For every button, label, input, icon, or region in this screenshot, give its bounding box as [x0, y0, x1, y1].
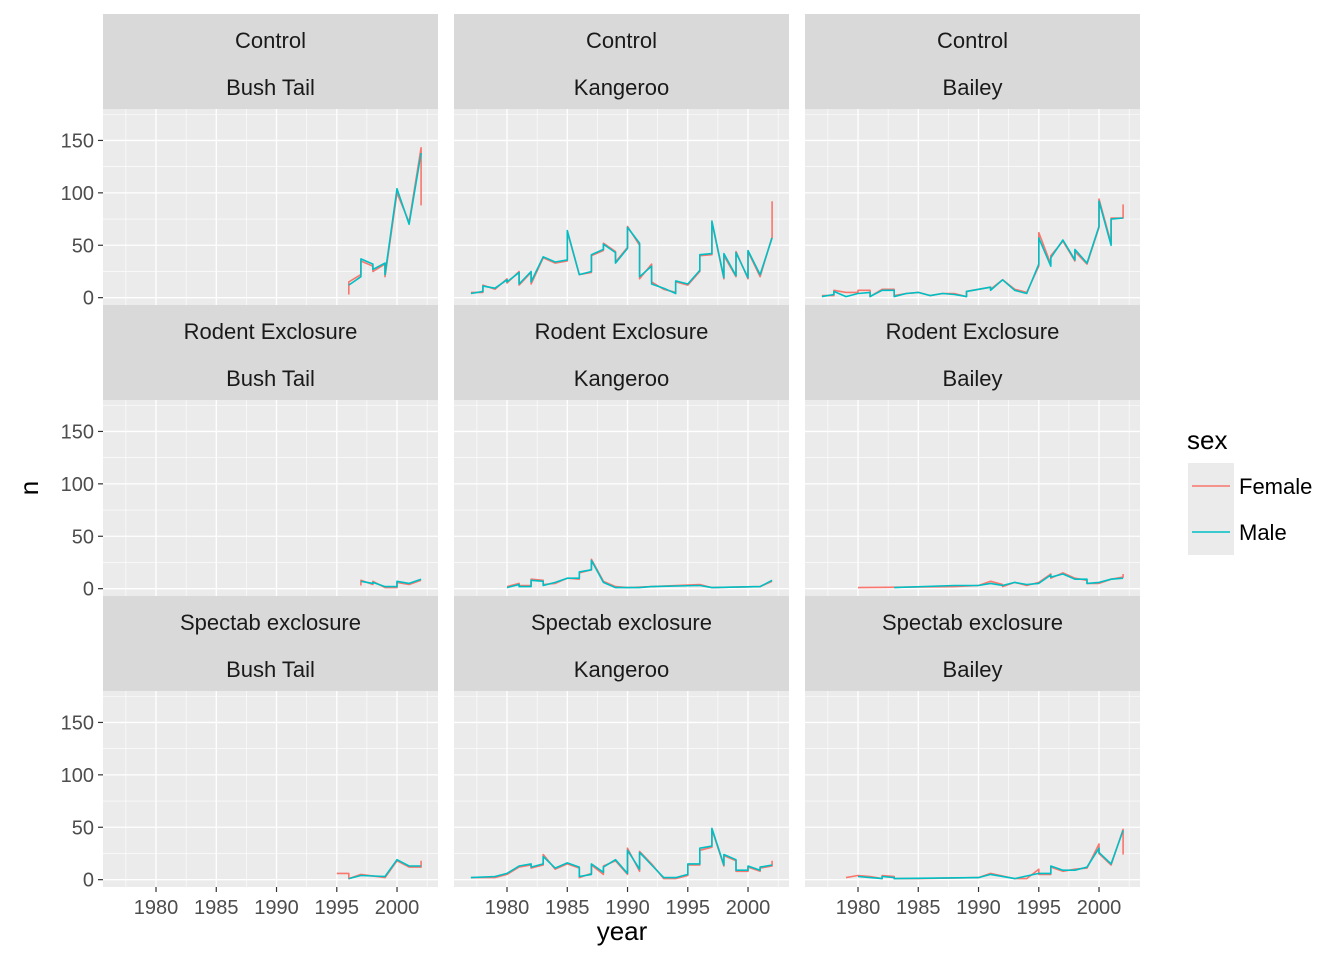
legend-title: sex [1187, 425, 1227, 455]
strip-label-col: Bailey [943, 75, 1003, 100]
y-tick-label: 50 [72, 235, 94, 257]
strip-label-row: Spectab exclosure [531, 610, 712, 635]
strip-label-row: Rodent Exclosure [535, 319, 709, 344]
strip-background [805, 596, 1140, 691]
strip-label-row: Rodent Exclosure [184, 319, 358, 344]
strip-background [103, 305, 438, 400]
panel-rodent-exclosure-bailey: Rodent Exclosure Bailey [805, 305, 1140, 596]
series-line-male [470, 827, 773, 879]
strip-label-col: Bailey [943, 657, 1003, 682]
x-tick-label: 2000 [1077, 897, 1122, 919]
strip-background [103, 596, 438, 691]
strip-label-row: Control [586, 28, 657, 53]
plot-background [805, 109, 1140, 305]
series-line-male [348, 858, 422, 880]
strip-label-col: Kangeroo [574, 75, 669, 100]
y-tick-label: 100 [61, 183, 94, 205]
x-tick-label: 1980 [485, 897, 530, 919]
x-tick-label: 2000 [726, 897, 771, 919]
strip-label-row: Control [937, 28, 1008, 53]
y-tick-label: 150 [61, 421, 94, 443]
series-line-male [857, 830, 1124, 880]
series-line-male [506, 559, 773, 589]
y-tick-label: 0 [83, 579, 94, 601]
y-tick-label: 0 [83, 288, 94, 310]
strip-label-col: Bush Tail [226, 75, 315, 100]
y-tick-label: 100 [61, 765, 94, 787]
x-tick-label: 1995 [666, 897, 711, 919]
plot-background [805, 691, 1140, 887]
strip-background [454, 14, 789, 109]
strip-background [454, 596, 789, 691]
panel-rodent-exclosure-kangeroo: Rodent Exclosure Kangeroo [454, 305, 789, 596]
legend: sex Female Male [1187, 425, 1312, 555]
y-axis-title: n [14, 481, 44, 495]
series-line-female [857, 572, 1124, 589]
strip-label-row: Spectab exclosure [180, 610, 361, 635]
series-line-male [360, 578, 422, 588]
x-tick-label: 1990 [956, 897, 1001, 919]
panel-spectab-exclosure-bush-tail: Spectab exclosure Bush Tail [103, 596, 438, 887]
strip-label-row: Rodent Exclosure [886, 319, 1060, 344]
series-line-male [470, 220, 773, 295]
strip-label-col: Kangeroo [574, 366, 669, 391]
panel-spectab-exclosure-kangeroo: Spectab exclosure Kangeroo [454, 596, 789, 887]
strip-background [805, 305, 1140, 400]
x-tick-label: 1990 [605, 897, 650, 919]
y-tick-label: 150 [61, 712, 94, 734]
x-axis-title: year [597, 916, 648, 946]
plot-background [454, 109, 789, 305]
panel-control-bush-tail: Control Bush Tail [103, 14, 438, 305]
y-axes: 0 50 100 150 0 50 100 150 0 50 100 150 [61, 130, 103, 892]
legend-label-female: Female [1239, 474, 1312, 499]
series-line-male [348, 152, 422, 286]
strip-background [454, 305, 789, 400]
strip-label-col: Bush Tail [226, 657, 315, 682]
x-tick-label: 1985 [545, 897, 590, 919]
y-tick-label: 50 [72, 526, 94, 548]
y-tick-label: 100 [61, 474, 94, 496]
strip-label-row: Control [235, 28, 306, 53]
panel-control-bailey: Control Bailey [805, 14, 1140, 305]
strip-label-row: Spectab exclosure [882, 610, 1063, 635]
series-line-male [894, 573, 1124, 589]
strip-label-col: Bailey [943, 366, 1003, 391]
y-tick-label: 150 [61, 130, 94, 152]
panel-control-kangeroo: Control Kangeroo [454, 14, 789, 305]
x-tick-label: 1995 [315, 897, 360, 919]
y-tick-label: 0 [83, 870, 94, 892]
strip-label-col: Bush Tail [226, 366, 315, 391]
facet-panels: Control Bush Tail Control Kangeroo Control Ba… [103, 14, 1140, 887]
strip-background [103, 14, 438, 109]
x-tick-label: 1990 [254, 897, 299, 919]
series-line-female [336, 859, 422, 880]
x-tick-label: 1980 [134, 897, 179, 919]
panel-spectab-exclosure-bailey: Spectab exclosure Bailey [805, 596, 1140, 887]
y-tick-label: 50 [72, 817, 94, 839]
series-line-male [821, 200, 1124, 298]
x-tick-label: 1985 [896, 897, 941, 919]
x-tick-label: 2000 [375, 897, 420, 919]
strip-label-col: Kangeroo [574, 657, 669, 682]
x-tick-label: 1995 [1017, 897, 1062, 919]
legend-label-male: Male [1239, 520, 1287, 545]
x-tick-label: 1985 [194, 897, 239, 919]
x-axes: 1980 1985 1990 1995 2000 1980 1985 1990 1995 2000… [134, 887, 1122, 919]
plot-background [103, 109, 438, 305]
panel-rodent-exclosure-bush-tail: Rodent Exclosure Bush Tail [103, 305, 438, 596]
strip-background [805, 14, 1140, 109]
plot-background [454, 400, 789, 596]
x-tick-label: 1980 [836, 897, 881, 919]
plot-background [454, 691, 789, 887]
plot-background [103, 400, 438, 596]
plot-background [103, 691, 438, 887]
plot-background [805, 400, 1140, 596]
